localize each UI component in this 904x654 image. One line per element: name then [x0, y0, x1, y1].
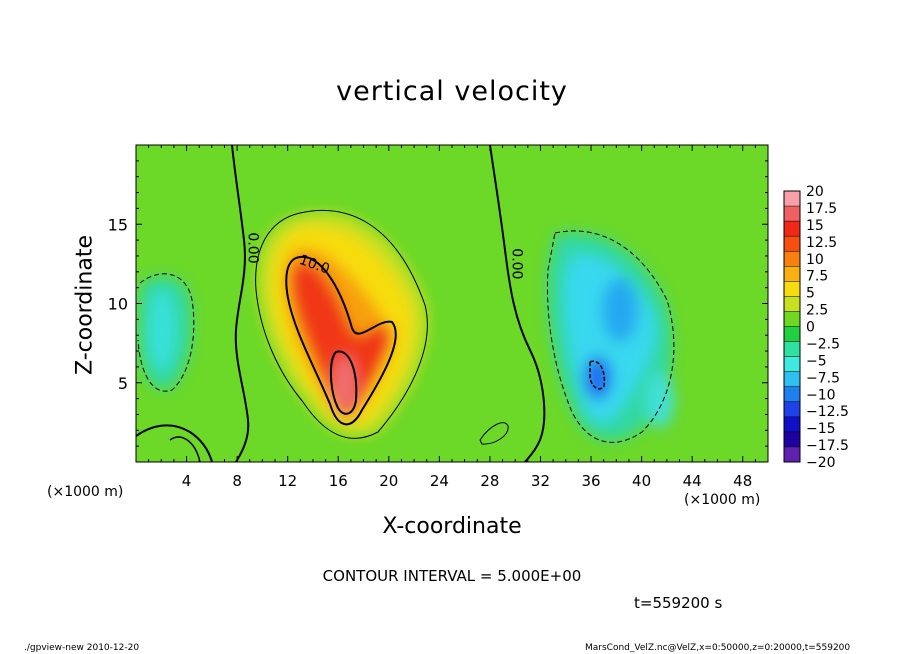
colorbar-label: 20 [806, 184, 824, 200]
colorbar-label: −20 [806, 455, 836, 471]
colorbar-swatch [784, 251, 800, 267]
colorbar-label: −17.5 [806, 438, 849, 454]
x-unit-left: (×1000 m) [47, 484, 124, 500]
colorbar-label: −5 [806, 353, 827, 369]
contour-interval-text: CONTOUR INTERVAL = 5.000E+00 [322, 567, 582, 585]
colorbar-swatch [784, 341, 800, 358]
y-tick-label: 5 [118, 374, 128, 393]
x-unit-right: (×1000 m) [684, 492, 761, 508]
contour-positive-10 [285, 255, 397, 426]
colorbar-label: −12.5 [806, 404, 849, 420]
colorbar-label: 17.5 [806, 201, 837, 217]
colorbar-swatch [784, 266, 800, 282]
x-tick-label: 8 [232, 472, 242, 490]
colorbar-label: 15 [806, 218, 824, 234]
y-axis-label: Z-coordinate [72, 235, 98, 375]
y-tick-label: 10 [108, 295, 128, 314]
colorbar-swatch [784, 191, 800, 207]
negative-core-east-lower [584, 356, 612, 400]
footer-left: ./gpview-new 2010-12-20 [24, 643, 140, 653]
positive-region-red [290, 261, 393, 418]
contour-positive-15 [330, 350, 358, 415]
contour-zero-east [489, 145, 546, 462]
colorbar-swatch [784, 401, 800, 418]
contour-negative-east [547, 230, 675, 443]
colorbar-label: −15 [806, 421, 836, 437]
colorbar-swatch [784, 356, 800, 373]
contour-zero-west [231, 145, 250, 462]
negative-core-west [148, 290, 176, 370]
colorbar-swatch [784, 281, 800, 297]
x-axis-label: X-coordinate [382, 514, 522, 539]
negative-streak-east [646, 372, 674, 428]
colorbar-label: 10 [806, 252, 824, 268]
x-tick-label: 36 [581, 472, 600, 490]
colorbar: 2017.51512.5107.552.50−2.5−5−7.5−10−12.5… [783, 184, 849, 471]
positive-core [333, 355, 357, 411]
colorbar-swatch [784, 206, 800, 222]
colorbar-label: −7.5 [806, 370, 840, 386]
y-axis: 5 10 15 [108, 160, 768, 447]
contour-bottom-left [136, 424, 213, 462]
time-stamp: t=559200 s [634, 594, 723, 612]
negative-core-east-upper [602, 278, 638, 342]
contour-label: 0.00 [244, 232, 260, 263]
x-tick-label: 24 [430, 472, 449, 490]
colorbar-swatch [784, 296, 800, 312]
x-tick-label: 44 [683, 472, 702, 490]
colorbar-label: 5 [806, 286, 815, 302]
colorbar-swatch [784, 446, 800, 463]
colorbar-swatch [784, 386, 800, 403]
contour-bottom-left-inner [169, 436, 201, 462]
colorbar-swatch [784, 326, 800, 343]
colorbar-label: 0 [806, 320, 815, 336]
colorbar-label: 7.5 [806, 269, 828, 285]
contour-negative-east-core [589, 360, 606, 390]
contour-positive-5 [255, 209, 428, 439]
x-tick-label: 20 [379, 472, 398, 490]
colorbar-swatch [784, 221, 800, 237]
x-tick-label: 4 [182, 472, 192, 490]
x-tick-label: 40 [632, 472, 651, 490]
colorbar-label: 12.5 [806, 235, 837, 251]
colorbar-label: −2.5 [806, 336, 840, 352]
chart-title: vertical velocity [336, 76, 568, 107]
colorbar-swatch [784, 236, 800, 252]
contour-label: 0.00 [509, 248, 525, 279]
x-axis: 4 8 12 16 20 24 28 32 36 40 44 48 [148, 145, 756, 490]
x-tick-label: 16 [329, 472, 348, 490]
field-background [136, 145, 768, 462]
colorbar-swatch [784, 431, 800, 448]
contour-small-loop [479, 422, 509, 445]
colorbar-label: 2.5 [806, 303, 828, 319]
colorbar-label: −10 [806, 387, 836, 403]
colorbar-swatch [784, 311, 800, 327]
x-tick-label: 12 [278, 472, 297, 490]
y-tick-label: 15 [108, 215, 128, 234]
x-tick-label: 32 [531, 472, 550, 490]
x-tick-label: 48 [733, 472, 752, 490]
footer-right: MarsCond_VelZ.nc@VelZ,x=0:50000,z=0:2000… [585, 643, 851, 653]
colorbar-swatch [784, 416, 800, 433]
colorbar-swatch [784, 371, 800, 388]
contour-negative-west [137, 273, 195, 392]
x-tick-label: 28 [480, 472, 499, 490]
